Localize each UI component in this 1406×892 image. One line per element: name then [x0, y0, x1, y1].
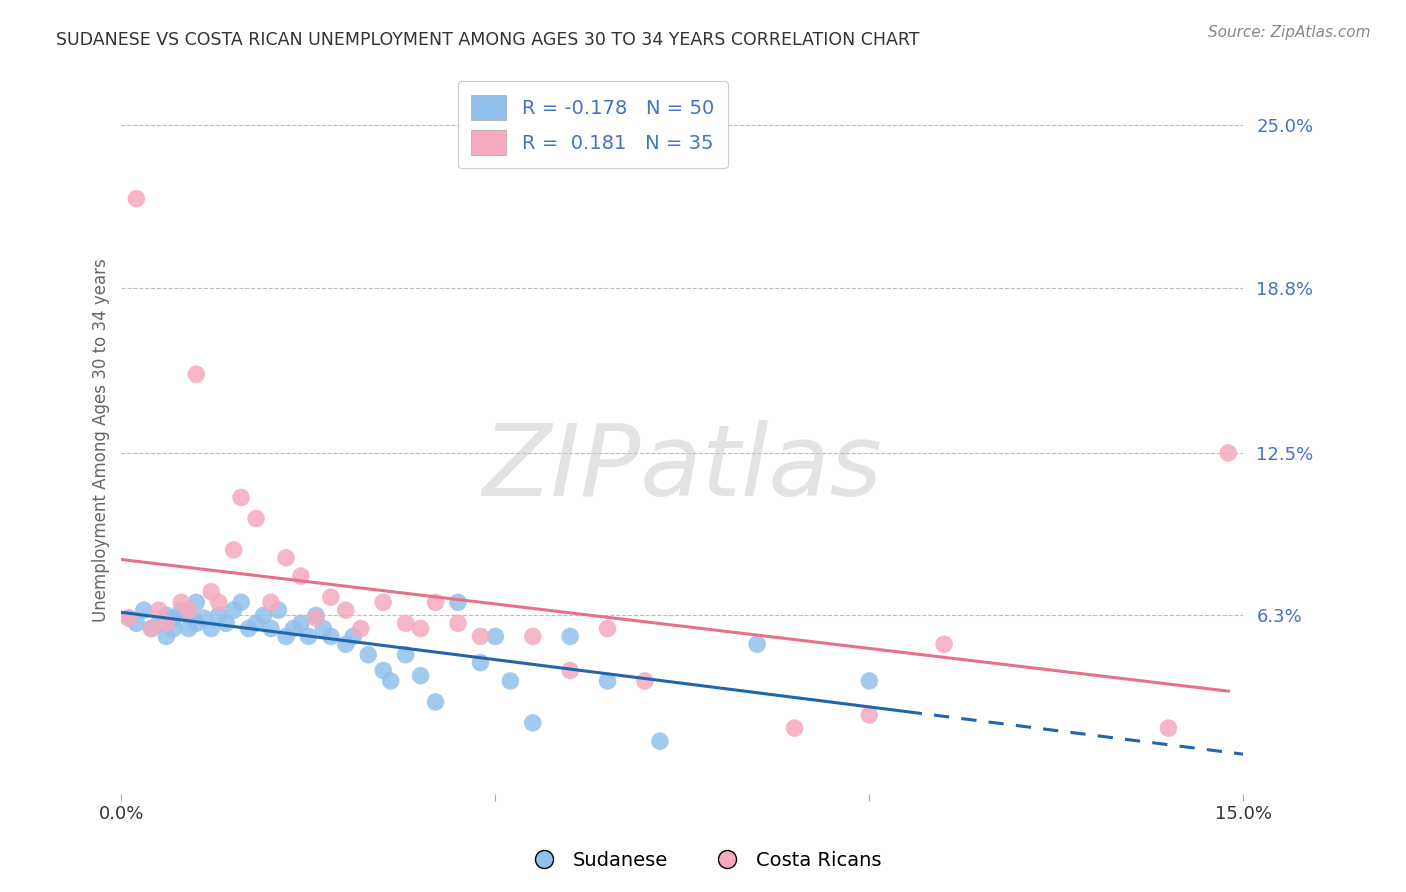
- Point: [932, 637, 955, 651]
- Point: [186, 368, 208, 382]
- Point: [252, 608, 274, 623]
- Point: [155, 608, 177, 623]
- Point: [132, 603, 155, 617]
- Point: [208, 608, 231, 623]
- Point: [648, 734, 671, 748]
- Point: [447, 616, 470, 631]
- Point: [229, 595, 252, 609]
- Point: [560, 629, 582, 643]
- Point: [274, 629, 297, 643]
- Point: [245, 616, 267, 631]
- Point: [305, 608, 328, 623]
- Point: [186, 595, 208, 609]
- Point: [118, 611, 141, 625]
- Point: [560, 664, 582, 678]
- Point: [522, 629, 544, 643]
- Point: [1157, 721, 1180, 735]
- Point: [1218, 446, 1240, 460]
- Point: [858, 673, 880, 688]
- Point: [200, 584, 222, 599]
- Point: [335, 603, 357, 617]
- Point: [394, 616, 416, 631]
- Point: [245, 511, 267, 525]
- Point: [409, 669, 432, 683]
- Point: [125, 192, 148, 206]
- Point: [163, 622, 186, 636]
- Point: [319, 590, 342, 604]
- Point: [141, 622, 163, 636]
- Point: [125, 616, 148, 631]
- Point: [634, 673, 657, 688]
- Point: [357, 648, 380, 662]
- Point: [484, 629, 506, 643]
- Point: [260, 595, 283, 609]
- Point: [267, 603, 290, 617]
- Legend: Sudanese, Costa Ricans: Sudanese, Costa Ricans: [517, 843, 889, 878]
- Point: [350, 622, 373, 636]
- Point: [155, 629, 177, 643]
- Point: [118, 611, 141, 625]
- Point: [222, 542, 245, 557]
- Point: [290, 569, 312, 583]
- Point: [200, 622, 222, 636]
- Point: [409, 622, 432, 636]
- Legend: R = -0.178   N = 50, R =  0.181   N = 35: R = -0.178 N = 50, R = 0.181 N = 35: [457, 81, 727, 169]
- Point: [373, 664, 395, 678]
- Point: [373, 595, 395, 609]
- Point: [222, 603, 245, 617]
- Point: [447, 595, 470, 609]
- Point: [148, 603, 170, 617]
- Point: [297, 629, 319, 643]
- Point: [170, 603, 193, 617]
- Point: [596, 673, 619, 688]
- Point: [319, 629, 342, 643]
- Point: [229, 491, 252, 505]
- Point: [312, 622, 335, 636]
- Point: [177, 608, 200, 623]
- Point: [170, 595, 193, 609]
- Point: [499, 673, 522, 688]
- Point: [522, 715, 544, 730]
- Point: [745, 637, 768, 651]
- Point: [470, 629, 492, 643]
- Point: [141, 622, 163, 636]
- Point: [238, 622, 260, 636]
- Y-axis label: Unemployment Among Ages 30 to 34 years: Unemployment Among Ages 30 to 34 years: [93, 258, 110, 622]
- Point: [163, 611, 186, 625]
- Text: ZIPatlas: ZIPatlas: [482, 419, 883, 516]
- Point: [283, 622, 305, 636]
- Point: [335, 637, 357, 651]
- Point: [186, 616, 208, 631]
- Point: [177, 603, 200, 617]
- Point: [305, 611, 328, 625]
- Text: Source: ZipAtlas.com: Source: ZipAtlas.com: [1208, 25, 1371, 40]
- Point: [215, 616, 238, 631]
- Text: SUDANESE VS COSTA RICAN UNEMPLOYMENT AMONG AGES 30 TO 34 YEARS CORRELATION CHART: SUDANESE VS COSTA RICAN UNEMPLOYMENT AMO…: [56, 31, 920, 49]
- Point: [342, 629, 364, 643]
- Point: [208, 595, 231, 609]
- Point: [148, 616, 170, 631]
- Point: [260, 622, 283, 636]
- Point: [290, 616, 312, 631]
- Point: [380, 673, 402, 688]
- Point: [394, 648, 416, 662]
- Point: [425, 595, 447, 609]
- Point: [193, 611, 215, 625]
- Point: [177, 622, 200, 636]
- Point: [858, 708, 880, 723]
- Point: [783, 721, 806, 735]
- Point: [274, 550, 297, 565]
- Point: [470, 656, 492, 670]
- Point: [596, 622, 619, 636]
- Point: [425, 695, 447, 709]
- Point: [155, 616, 177, 631]
